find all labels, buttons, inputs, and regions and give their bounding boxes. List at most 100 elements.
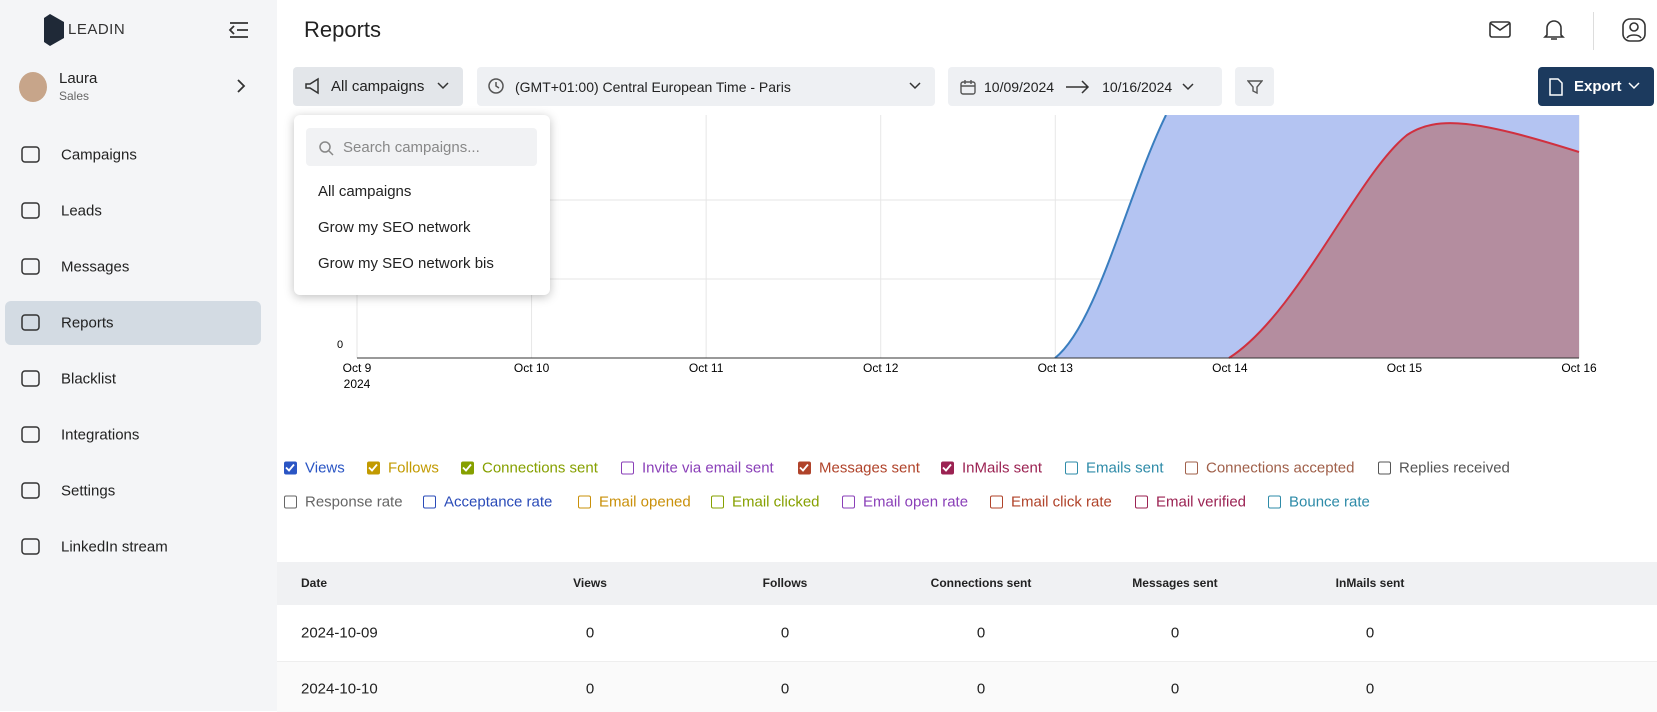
icon-shape (21, 538, 40, 555)
legend-item[interactable]: Connections sent (461, 460, 598, 477)
nav-icon (21, 258, 40, 275)
line-series (1228, 122, 1580, 359)
legend-label: Email verified (1156, 493, 1247, 511)
legend-item[interactable]: Email opened (578, 494, 691, 511)
table-cell: 0 (1170, 680, 1180, 698)
table-header (277, 562, 1657, 605)
filter-button[interactable] (1235, 67, 1274, 106)
checkbox[interactable] (423, 495, 436, 509)
check-path (462, 463, 472, 472)
checkbox[interactable] (1268, 495, 1281, 509)
legend-item[interactable]: Replies received (1378, 460, 1510, 477)
dropdown-item[interactable]: All campaigns (318, 183, 412, 200)
y-tick-label: 0 (337, 339, 343, 351)
icon-shape (21, 482, 40, 499)
dropdown-item[interactable]: Grow my SEO network bis (318, 255, 494, 272)
icon-shape (21, 146, 40, 163)
checkbox[interactable] (1135, 495, 1148, 509)
campaign-select[interactable]: All campaigns (293, 67, 463, 106)
check-mark (462, 463, 472, 472)
nav-item[interactable]: Integrations (61, 426, 140, 444)
checkbox[interactable] (621, 461, 634, 475)
legend-item[interactable]: Email clicked (711, 494, 820, 511)
x-tick-label: Oct 15 (1387, 361, 1423, 375)
column-header: Views (573, 576, 607, 590)
nav-item[interactable]: Leads (61, 202, 102, 220)
legend-item[interactable]: Email verified (1135, 494, 1246, 511)
nav-icon (21, 426, 40, 443)
legend-item[interactable]: Messages sent (798, 460, 920, 477)
checkbox[interactable] (1378, 461, 1391, 475)
nav-item[interactable]: Settings (61, 482, 116, 500)
nav-item[interactable]: LinkedIn stream (61, 538, 168, 556)
profile-chevron[interactable] (235, 78, 247, 94)
user-role: Sales (59, 89, 90, 103)
account-button[interactable] (1622, 18, 1646, 42)
area-series (1229, 123, 1579, 358)
checkbox[interactable] (798, 461, 811, 475)
separator (1593, 12, 1594, 50)
check-mark (942, 463, 952, 472)
checkbox[interactable] (941, 461, 954, 475)
nav-item[interactable]: Campaigns (61, 146, 137, 164)
legend-item[interactable]: Emails sent (1065, 460, 1164, 477)
legend-label: Connections sent (482, 459, 598, 477)
checkbox[interactable] (284, 495, 297, 509)
checkbox[interactable] (284, 461, 297, 475)
legend-item[interactable]: Invite via email sent (621, 460, 774, 477)
checkbox[interactable] (578, 495, 591, 509)
legend-item[interactable]: Email click rate (990, 494, 1112, 511)
legend-item[interactable]: InMails sent (941, 460, 1042, 477)
checkbox[interactable] (711, 495, 724, 509)
nav-icon (21, 538, 40, 555)
table-cell: 0 (1365, 680, 1375, 698)
table-cell: 0 (585, 624, 595, 642)
x-tick-label: Oct 14 (1212, 361, 1248, 375)
legend-label: Email opened (599, 493, 691, 511)
legend-item[interactable]: Follows (367, 460, 439, 477)
campaign-select-label: All campaigns (331, 78, 425, 95)
check-mark (285, 463, 295, 472)
icon-shape (21, 314, 40, 331)
date-range[interactable]: 10/09/2024 10/16/2024 (948, 67, 1222, 106)
icon-shape (21, 202, 40, 219)
table-cell: 0 (585, 680, 595, 698)
check-path (799, 463, 809, 472)
export-label: Export (1574, 78, 1622, 95)
chevron (909, 82, 921, 90)
column-header: InMails sent (1335, 576, 1405, 590)
search-box[interactable]: Search campaigns... (306, 128, 537, 166)
notifications-button[interactable] (1543, 18, 1565, 42)
date-from: 10/09/2024 (984, 78, 1055, 95)
nav-item[interactable]: Messages (61, 258, 130, 276)
column-header: Connections sent (930, 576, 1032, 590)
collapse-button[interactable] (228, 20, 250, 40)
date-to: 10/16/2024 (1102, 78, 1173, 95)
check-path (285, 463, 295, 472)
legend-item[interactable]: Views (284, 460, 345, 477)
legend-label: Bounce rate (1289, 493, 1370, 511)
legend-item[interactable]: Connections accepted (1185, 460, 1354, 477)
nav-item[interactable]: Reports (61, 314, 114, 332)
checkbox[interactable] (461, 461, 474, 475)
x-tick-label: Oct 12 (863, 361, 899, 375)
nav-active-bg (5, 301, 261, 345)
legend-item[interactable]: Bounce rate (1268, 494, 1370, 511)
timezone-select[interactable]: (GMT+01:00) Central European Time - Pari… (477, 67, 935, 106)
legend-label: Replies received (1399, 459, 1510, 477)
mail-button[interactable] (1489, 19, 1513, 41)
legend-item[interactable]: Response rate (284, 494, 403, 511)
checkbox[interactable] (990, 495, 1003, 509)
checkbox[interactable] (1065, 461, 1078, 475)
nav-icon (21, 482, 40, 499)
legend-item[interactable]: Acceptance rate (423, 494, 552, 511)
checkbox[interactable] (842, 495, 855, 509)
legend-item[interactable]: Email open rate (842, 494, 968, 511)
legend-label: Emails sent (1086, 459, 1164, 477)
checkbox[interactable] (1185, 461, 1198, 475)
x-tick-label: Oct 9 (343, 361, 372, 375)
check-mark (368, 463, 378, 472)
dropdown-item[interactable]: Grow my SEO network (318, 219, 471, 236)
nav-item[interactable]: Blacklist (61, 370, 117, 388)
checkbox[interactable] (367, 461, 380, 475)
